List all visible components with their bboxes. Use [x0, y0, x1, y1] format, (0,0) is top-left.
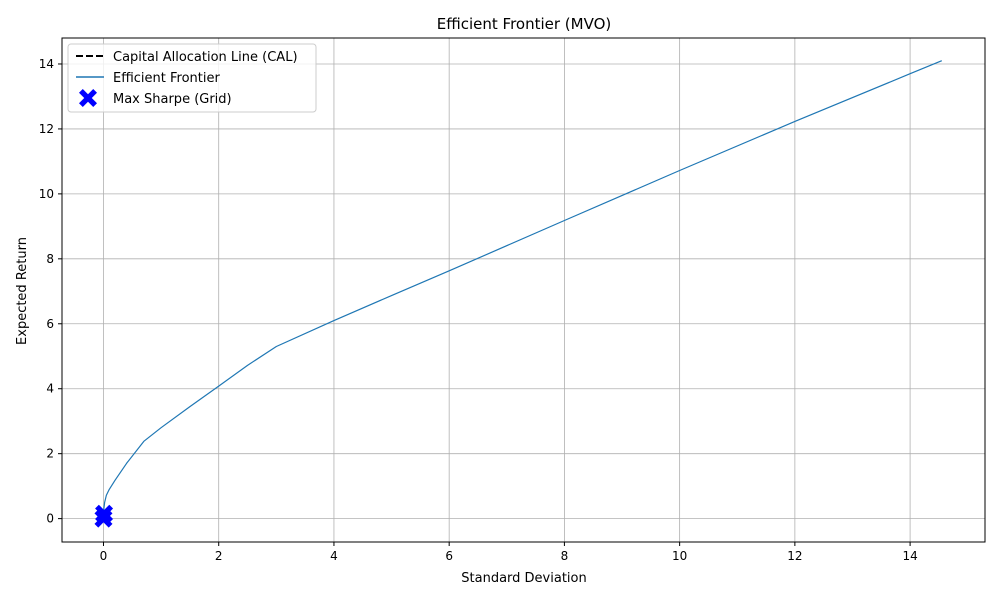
x-tick-label: 10	[672, 549, 687, 563]
legend-box	[67, 43, 317, 113]
x-tick-label: 6	[445, 549, 453, 563]
legend: Capital Allocation Line (CAL) Efficient …	[67, 43, 317, 113]
efficient-frontier-line	[102, 60, 943, 513]
legend-label-cal: Capital Allocation Line (CAL)	[113, 50, 298, 65]
x-tick-label: 0	[100, 549, 108, 563]
x-axis-label: Standard Deviation	[461, 571, 586, 586]
x-tick-label: 4	[330, 549, 338, 563]
x-tick-label: 2	[215, 549, 223, 563]
x-axis-ticks: 0 2 4 6 8 10 12 14	[100, 542, 918, 563]
y-axis-ticks: 0 2 4 6 8 10 12 14	[39, 57, 62, 526]
x-tick-label: 12	[787, 549, 802, 563]
max-sharpe-marker	[95, 504, 114, 523]
y-axis-label: Expected Return	[15, 237, 30, 345]
y-tick-label: 2	[46, 447, 54, 461]
plot-area	[94, 60, 943, 528]
y-tick-label: 10	[39, 187, 54, 201]
legend-marker-max-sharpe	[79, 89, 97, 107]
y-tick-label: 14	[39, 57, 54, 71]
legend-label-max-sharpe: Max Sharpe (Grid)	[113, 92, 232, 107]
grid	[62, 38, 985, 542]
chart-title: Efficient Frontier (MVO)	[437, 15, 612, 33]
y-tick-label: 12	[39, 122, 54, 136]
y-tick-label: 6	[46, 317, 54, 331]
max-sharpe-legend-icon	[79, 89, 97, 107]
x-tick-label: 14	[902, 549, 917, 563]
y-tick-label: 0	[46, 512, 54, 526]
y-tick-label: 4	[46, 382, 54, 396]
y-tick-label: 8	[46, 252, 54, 266]
axes-frame	[61, 37, 986, 543]
legend-label-frontier: Efficient Frontier	[113, 71, 220, 86]
x-tick-label: 8	[561, 549, 569, 563]
